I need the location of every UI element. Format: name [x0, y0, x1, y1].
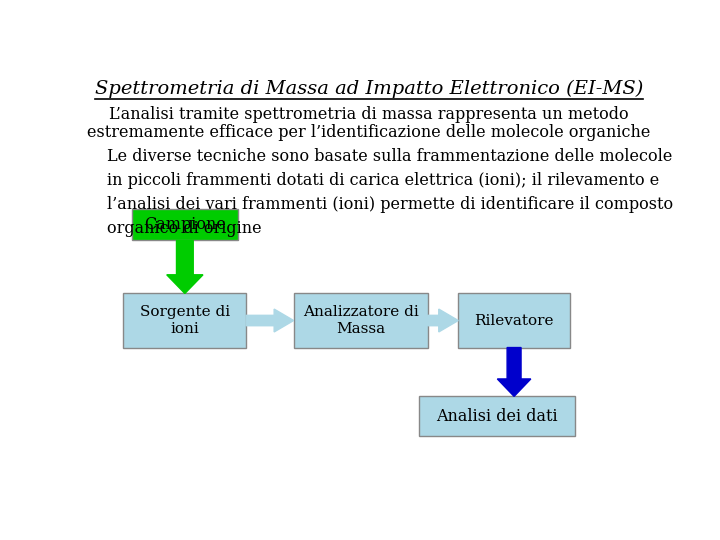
Text: Analizzatore di
Massa: Analizzatore di Massa — [302, 306, 418, 336]
Text: in piccoli frammenti dotati di carica elettrica (ioni); il rilevamento e: in piccoli frammenti dotati di carica el… — [107, 172, 659, 189]
Text: Analisi dei dati: Analisi dei dati — [436, 408, 558, 424]
FancyArrow shape — [428, 309, 459, 332]
FancyArrow shape — [167, 240, 203, 294]
Text: Spettrometria di Massa ad Impatto Elettronico (EI-MS): Spettrometria di Massa ad Impatto Elettr… — [95, 79, 643, 98]
Text: Rilevatore: Rilevatore — [474, 314, 554, 328]
Text: estremamente efficace per l’identificazione delle molecole organiche: estremamente efficace per l’identificazi… — [87, 124, 651, 141]
Text: l’analisi dei vari frammenti (ioni) permette di identificare il composto: l’analisi dei vari frammenti (ioni) perm… — [107, 196, 673, 213]
FancyArrow shape — [498, 348, 531, 396]
Text: Sorgente di
ioni: Sorgente di ioni — [140, 306, 230, 336]
Text: Le diverse tecniche sono basate sulla frammentazione delle molecole: Le diverse tecniche sono basate sulla fr… — [107, 148, 672, 165]
FancyBboxPatch shape — [124, 294, 246, 348]
FancyArrow shape — [246, 309, 294, 332]
Text: L’analisi tramite spettrometria di massa rappresenta un metodo: L’analisi tramite spettrometria di massa… — [109, 106, 629, 123]
Text: Campione: Campione — [144, 217, 226, 233]
Text: organico di origine: organico di origine — [107, 220, 261, 237]
FancyBboxPatch shape — [459, 294, 570, 348]
FancyBboxPatch shape — [419, 396, 575, 436]
FancyBboxPatch shape — [294, 294, 428, 348]
FancyBboxPatch shape — [132, 210, 238, 240]
